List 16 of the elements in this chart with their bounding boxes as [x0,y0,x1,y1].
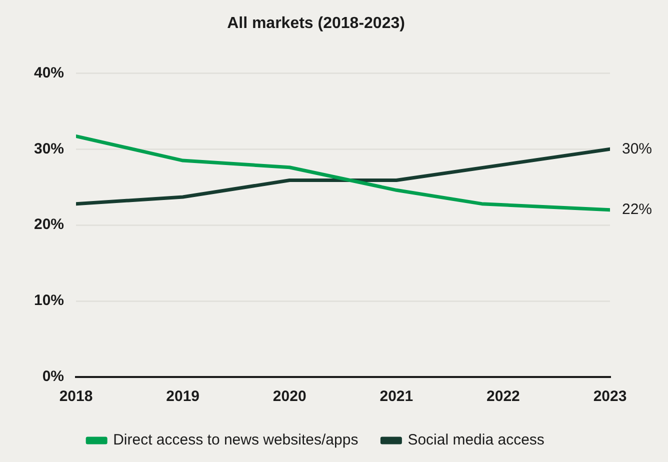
annotation: 30% [622,140,652,158]
x-tick-label: 2021 [380,388,414,406]
chart-title: All markets (2018-2023) [227,15,405,32]
y-tick-label: 30% [34,140,64,158]
x-tick-label: 2018 [59,388,93,406]
y-tick-label: 40% [34,64,64,82]
x-tick-label: 2022 [486,388,520,406]
x-tick-label: 2020 [272,388,306,406]
y-tick-label: 0% [42,368,64,386]
y-tick-label: 20% [34,216,64,234]
x-tick-label: 2019 [166,388,200,406]
legend-label: Direct access to news websites/apps [113,432,358,449]
y-tick-label: 10% [34,292,64,310]
legend-label: Social media access [408,432,544,449]
annotation: 22% [622,201,652,218]
x-tick-label: 2023 [593,388,627,406]
